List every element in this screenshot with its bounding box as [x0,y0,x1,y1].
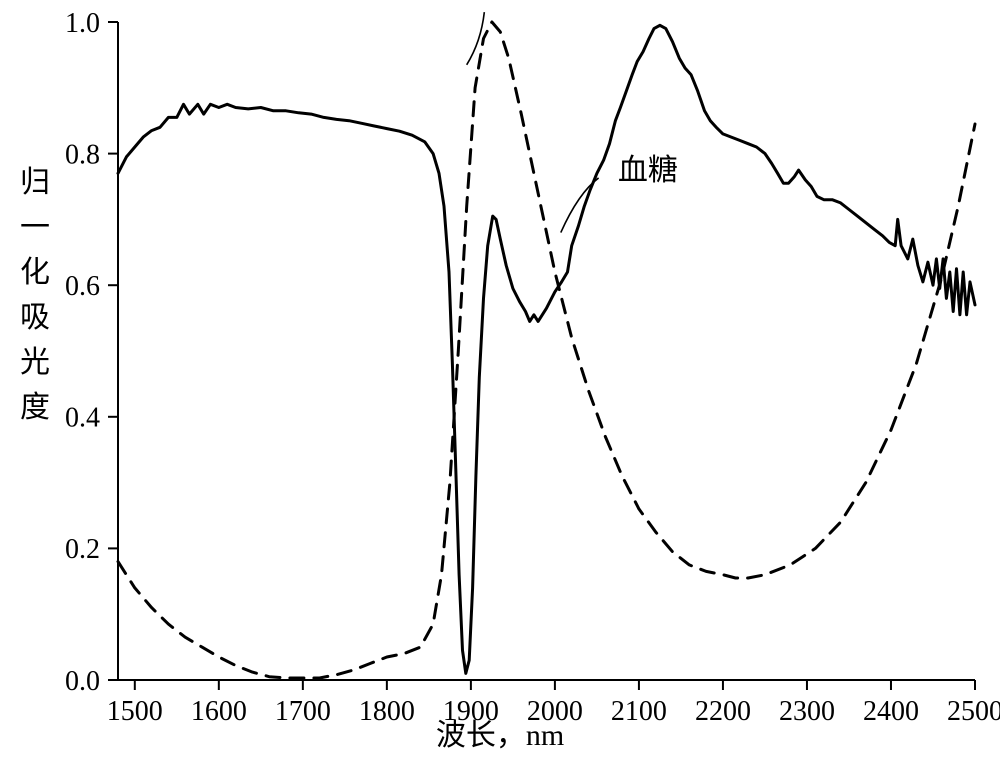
y-axis-title: 归 一 化 吸 光 度 [18,160,52,430]
svg-text:0.0: 0.0 [65,666,100,697]
svg-text:1.0: 1.0 [65,8,100,39]
series-水 [118,22,975,678]
chart-container: 0.00.20.40.60.81.01500160017001800190020… [0,0,1000,772]
svg-text:0.4: 0.4 [65,403,100,434]
line-chart: 0.00.20.40.60.81.01500160017001800190020… [0,0,1000,772]
series-label: 血糖 [618,154,678,187]
series-血糖 [118,25,975,673]
svg-text:0.2: 0.2 [65,534,100,565]
x-axis-title: 波长，nm [0,710,1000,754]
svg-text:0.8: 0.8 [65,139,100,170]
svg-text:0.6: 0.6 [65,271,100,302]
